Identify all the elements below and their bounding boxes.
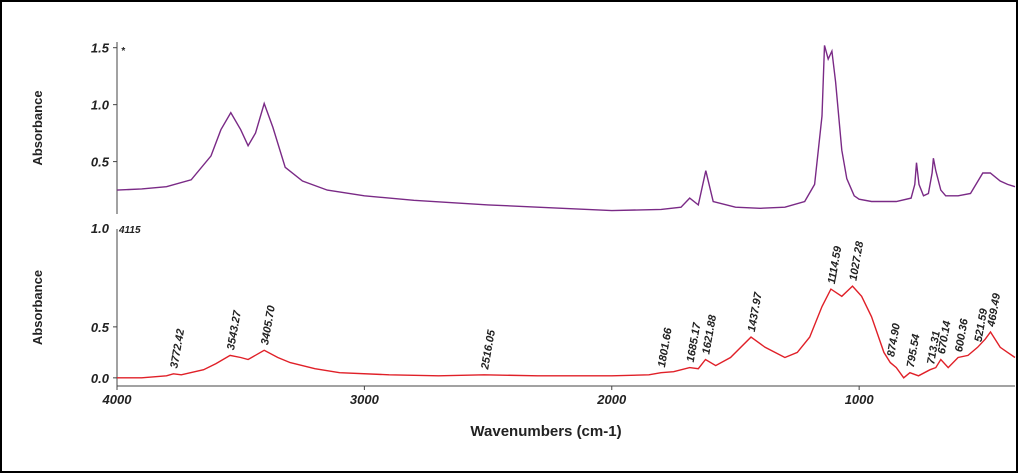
peak-label: 795.54 [905, 333, 923, 368]
y-tick-label: 1.0 [91, 98, 110, 113]
spectrum-line [117, 285, 1016, 379]
y-axis-label: Absorbance [30, 90, 45, 165]
peak-label: 600.36 [953, 317, 971, 353]
header-label: 4115 [118, 225, 141, 236]
x-tick-label: 4000 [102, 392, 133, 407]
peak-label: 670.14 [936, 320, 954, 355]
header-label: 1.0 [91, 221, 110, 236]
peak-label: 521.59 [973, 307, 991, 343]
axis-marker: * [121, 46, 126, 57]
y-tick-label: 0.5 [91, 320, 110, 335]
x-tick-label: 1000 [845, 392, 875, 407]
y-axis-label: Absorbance [30, 270, 45, 345]
y-tick-label: 1.5 [91, 41, 110, 56]
x-axis-label: Wavenumbers (cm-1) [470, 423, 621, 440]
x-tick-label: 3000 [350, 392, 380, 407]
spectrum-line [116, 45, 1016, 212]
peak-label: 713.31 [925, 330, 943, 365]
x-tick-label: 2000 [596, 392, 627, 407]
y-tick-label: 0.5 [91, 155, 110, 170]
y-tick-label: 0.0 [91, 371, 110, 386]
peak-label: 874.90 [885, 322, 903, 358]
